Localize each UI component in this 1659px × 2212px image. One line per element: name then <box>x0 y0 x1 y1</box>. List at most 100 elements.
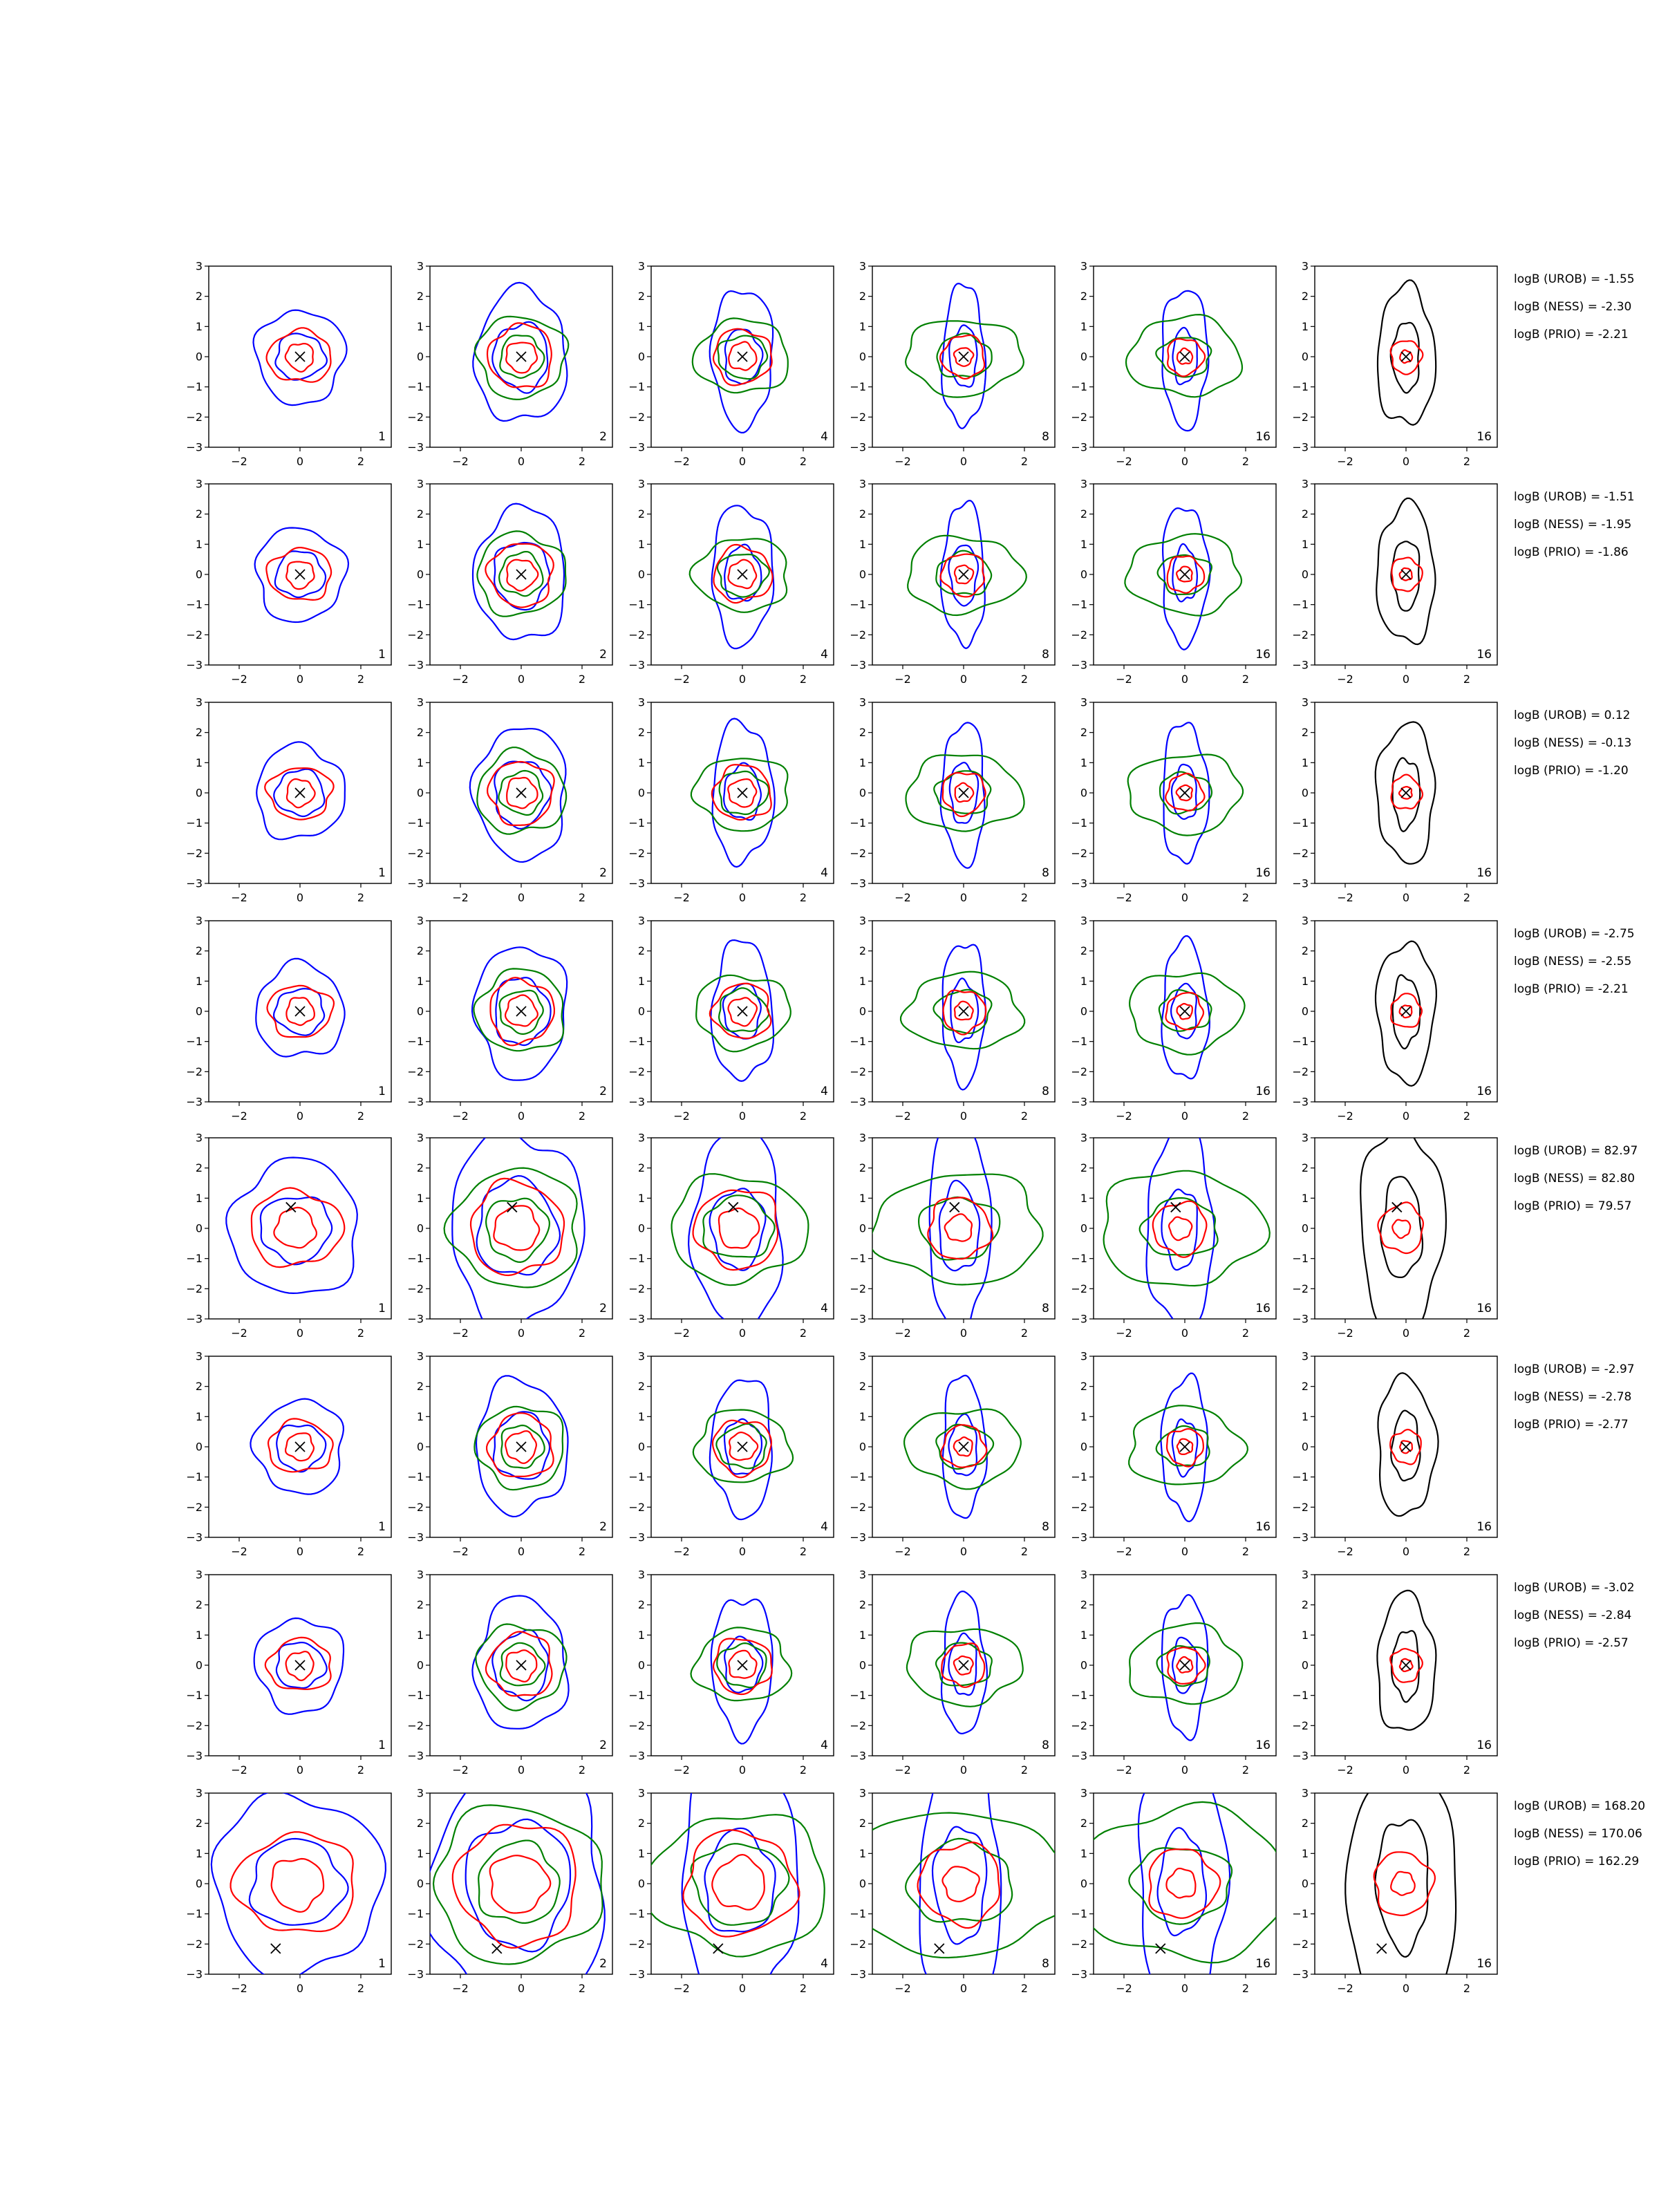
y-tick-label: 1 <box>638 975 645 988</box>
center-marker <box>958 1006 969 1017</box>
y-tick-label: −3 <box>407 1531 424 1544</box>
y-tick-label: 2 <box>859 1817 866 1830</box>
red-contour <box>486 760 555 826</box>
subplot-r1-c5: −3 −2 −1 0 1 2 3 −2 0 2 16 <box>1071 260 1277 468</box>
logb-annotation: logB (UROB) = -2.75 <box>1514 927 1635 941</box>
blue-contour <box>471 503 565 641</box>
y-tick-label: 0 <box>1080 568 1087 581</box>
green-contour <box>485 1197 551 1264</box>
red-contour <box>469 1177 565 1277</box>
plot-frame <box>650 1792 834 1975</box>
green-contour <box>904 320 1025 398</box>
center-marker <box>737 1006 748 1017</box>
red-contour <box>1176 565 1193 583</box>
blue-contour <box>255 957 346 1058</box>
x-tick-label: 2 <box>800 891 807 904</box>
y-tick-label: −3 <box>628 1313 645 1326</box>
y-tick-label: −3 <box>186 877 203 890</box>
green-contour <box>715 1423 767 1470</box>
panel-number-label: 16 <box>1477 1520 1492 1534</box>
y-tick-label: −1 <box>628 380 645 393</box>
blue-contour <box>1161 507 1211 650</box>
logb-annotation: logB (NESS) = 170.06 <box>1514 1827 1642 1841</box>
x-tick-label: 0 <box>960 1763 967 1777</box>
plot-frame <box>872 1792 1056 1975</box>
center-marker <box>1179 1006 1190 1017</box>
x-tick-label: 2 <box>357 673 364 686</box>
y-tick-label: 2 <box>638 1817 645 1830</box>
center-marker <box>737 1441 748 1452</box>
green-contour <box>499 335 545 379</box>
y-tick-label: 2 <box>638 290 645 303</box>
logb-annotation: logB (PRIO) = 79.57 <box>1514 1199 1631 1213</box>
y-tick-label: 0 <box>1080 1005 1087 1018</box>
x-tick-label: 0 <box>518 891 525 904</box>
y-tick-label: −1 <box>407 598 424 611</box>
y-tick-label: 1 <box>638 1847 645 1860</box>
x-tick-label: 2 <box>357 891 364 904</box>
blue-contour <box>274 550 327 599</box>
x-tick-label: −2 <box>894 673 911 686</box>
x-tick-label: 2 <box>1242 891 1249 904</box>
y-tick-label: −3 <box>186 1096 203 1109</box>
panel-number-label: 8 <box>1042 1957 1049 1971</box>
center-marker <box>1400 351 1412 362</box>
red-contour <box>285 1651 315 1682</box>
red-contour <box>927 1197 994 1260</box>
x-tick-label: 0 <box>1403 673 1409 686</box>
green-contour <box>690 1843 790 1926</box>
black-contour <box>1360 1138 1447 1319</box>
y-tick-label: 1 <box>417 320 424 333</box>
x-tick-label: 2 <box>1463 1545 1470 1558</box>
x-tick-label: 0 <box>960 673 967 686</box>
blue-contour <box>469 728 567 863</box>
x-tick-label: 2 <box>1242 1545 1249 1558</box>
subplot-r6-c2: −3 −2 −1 0 1 2 3 −2 0 2 2 <box>407 1350 613 1558</box>
y-tick-label: 2 <box>417 1380 424 1393</box>
x-tick-label: −2 <box>452 673 469 686</box>
y-tick-label: −3 <box>628 441 645 454</box>
y-tick-label: −3 <box>850 1968 866 1981</box>
y-tick-label: 0 <box>1302 568 1309 581</box>
y-tick-label: −3 <box>1071 659 1087 672</box>
y-tick-label: −1 <box>186 1252 203 1265</box>
x-tick-label: 2 <box>1463 1327 1470 1340</box>
y-tick-label: −1 <box>186 380 203 393</box>
subplot-r4-c2: −3 −2 −1 0 1 2 3 −2 0 2 2 <box>407 915 613 1123</box>
y-tick-label: −3 <box>628 659 645 672</box>
red-contour <box>1148 1848 1221 1919</box>
black-contour <box>1389 321 1420 394</box>
y-tick-label: −3 <box>1071 1313 1087 1326</box>
y-tick-label: 2 <box>196 1598 203 1611</box>
x-tick-label: 2 <box>800 1545 807 1558</box>
y-tick-label: 3 <box>417 1350 424 1363</box>
logb-annotation: logB (PRIO) = -2.21 <box>1514 982 1629 996</box>
y-tick-label: 0 <box>196 350 203 364</box>
red-contour <box>917 1841 1001 1929</box>
y-tick-label: 3 <box>1302 1132 1309 1145</box>
y-tick-label: 3 <box>859 1787 866 1800</box>
y-tick-label: 3 <box>196 1568 203 1582</box>
red-contour <box>1373 1851 1436 1917</box>
green-contour <box>474 315 570 401</box>
red-contour <box>727 778 758 808</box>
subplot-r3-c3: −3 −2 −1 0 1 2 3 −2 0 2 4 <box>628 696 834 904</box>
x-tick-label: 2 <box>1242 1327 1249 1340</box>
y-tick-label: 0 <box>859 1222 866 1235</box>
subplot-r7-c6: −3 −2 −1 0 1 2 3 −2 0 2 16 <box>1292 1568 1498 1777</box>
y-tick-label: −3 <box>850 1096 866 1109</box>
plot-frame <box>1093 1137 1277 1320</box>
x-tick-label: 2 <box>579 1545 585 1558</box>
center-marker <box>516 787 527 798</box>
x-tick-label: −2 <box>231 1327 247 1340</box>
red-contour <box>939 334 986 379</box>
center-marker <box>1391 1201 1403 1213</box>
logb-annotation: logB (UROB) = -3.02 <box>1514 1581 1635 1595</box>
y-tick-label: 2 <box>1302 1817 1309 1830</box>
y-tick-label: −2 <box>1071 1938 1087 1951</box>
y-tick-label: −2 <box>850 1938 866 1951</box>
y-tick-label: 0 <box>638 1222 645 1235</box>
center-marker <box>516 1660 527 1671</box>
red-contour <box>1176 1656 1194 1674</box>
subplot-r1-c3: −3 −2 −1 0 1 2 3 −2 0 2 4 <box>628 260 834 468</box>
